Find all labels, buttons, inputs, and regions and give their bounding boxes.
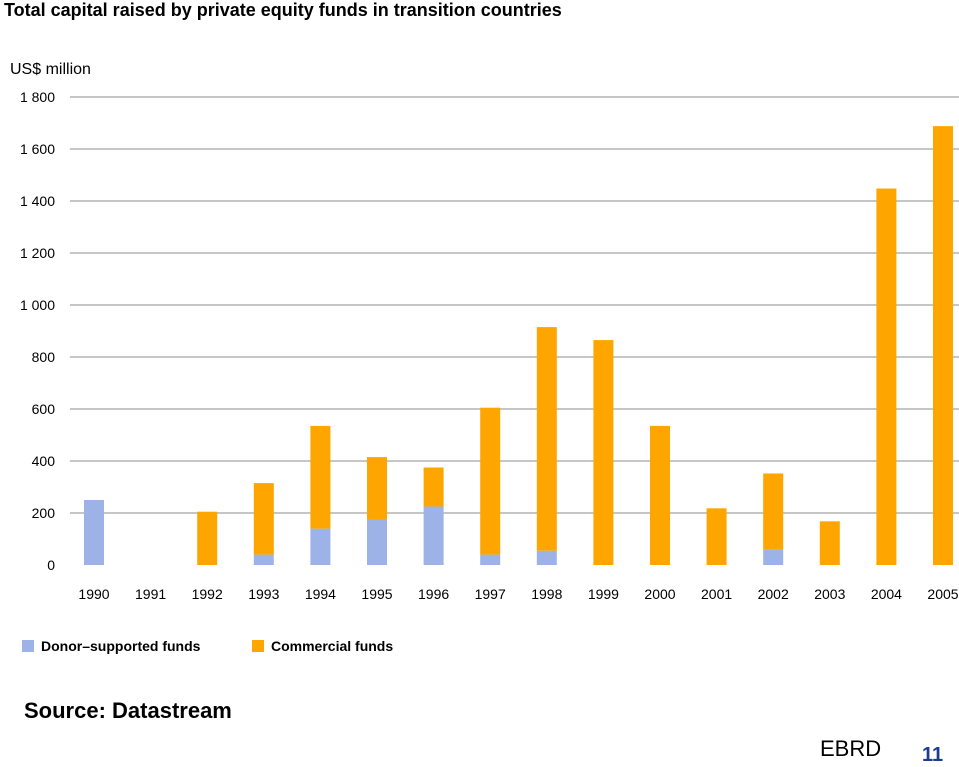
- bar-commercial: [536, 327, 557, 551]
- bar-chart: 0 200 400 600 800 1 000 1 200 1 400 1 600 1 800 19…: [20, 89, 959, 602]
- x-tick-label: 1995: [361, 586, 392, 602]
- x-tick-label: 1993: [248, 586, 279, 602]
- bar-commercial: [480, 407, 501, 555]
- y-tick-label: 0: [47, 557, 55, 573]
- x-tick-label: 2002: [758, 586, 789, 602]
- bar-donor-supported: [84, 500, 104, 565]
- bar-commercial: [706, 508, 727, 565]
- x-tick-label: 2005: [927, 586, 958, 602]
- bar-donor-supported: [253, 554, 274, 565]
- bar-commercial: [367, 457, 387, 520]
- y-tick-label: 1 600: [20, 141, 55, 157]
- legend-swatch-donor: [22, 640, 34, 652]
- brand-label: EBRD: [820, 736, 882, 761]
- page-number: 11: [922, 744, 944, 766]
- bar-donor-supported: [310, 528, 331, 565]
- bar-commercial: [876, 188, 897, 565]
- bar-commercial: [763, 473, 784, 550]
- y-tick-label: 600: [32, 401, 56, 417]
- y-tick-label: 800: [32, 349, 56, 365]
- bar-donor-supported: [480, 554, 501, 565]
- y-tick-label: 400: [32, 453, 56, 469]
- y-axis-unit-label: US$ million: [10, 61, 91, 78]
- bar-commercial: [593, 340, 614, 565]
- x-tick-label: 1990: [78, 586, 109, 602]
- x-tick-label: 2003: [814, 586, 845, 602]
- x-tick-label: 1999: [588, 586, 619, 602]
- x-tick-label: 1991: [135, 586, 166, 602]
- x-tick-label: 1996: [418, 586, 449, 602]
- bar-commercial: [310, 425, 331, 529]
- legend-item-donor: Donor–supported funds: [22, 638, 200, 654]
- x-tick-label: 1992: [192, 586, 223, 602]
- x-tick-label: 2004: [871, 586, 902, 602]
- bar-commercial: [933, 126, 953, 566]
- chart-title: Total capital raised by private equity f…: [4, 0, 562, 20]
- y-tick-label: 1 000: [20, 297, 55, 313]
- x-tick-label: 1994: [305, 586, 336, 602]
- bar-donor-supported: [536, 550, 557, 565]
- y-tick-label: 200: [32, 505, 56, 521]
- bar-commercial: [423, 467, 444, 507]
- legend-swatch-commercial: [252, 640, 264, 652]
- bar-donor-supported: [423, 506, 444, 565]
- bar-commercial: [819, 521, 840, 565]
- x-tick-label: 1998: [531, 586, 562, 602]
- y-tick-label: 1 200: [20, 245, 55, 261]
- y-tick-label: 1 800: [20, 89, 55, 105]
- bar-donor-supported: [763, 549, 784, 565]
- x-tick-label: 2000: [644, 586, 675, 602]
- bar-donor-supported: [367, 519, 387, 565]
- legend-label-commercial: Commercial funds: [271, 638, 394, 654]
- legend-label-donor: Donor–supported funds: [41, 638, 201, 654]
- bar-commercial: [253, 483, 274, 555]
- bar-commercial: [197, 511, 218, 565]
- source-note: Source: Datastream: [24, 698, 232, 723]
- y-tick-label: 1 400: [20, 193, 55, 209]
- x-tick-label: 2001: [701, 586, 732, 602]
- x-tick-label: 1997: [475, 586, 506, 602]
- legend-item-commercial: Commercial funds: [252, 638, 393, 654]
- bar-commercial: [650, 425, 670, 565]
